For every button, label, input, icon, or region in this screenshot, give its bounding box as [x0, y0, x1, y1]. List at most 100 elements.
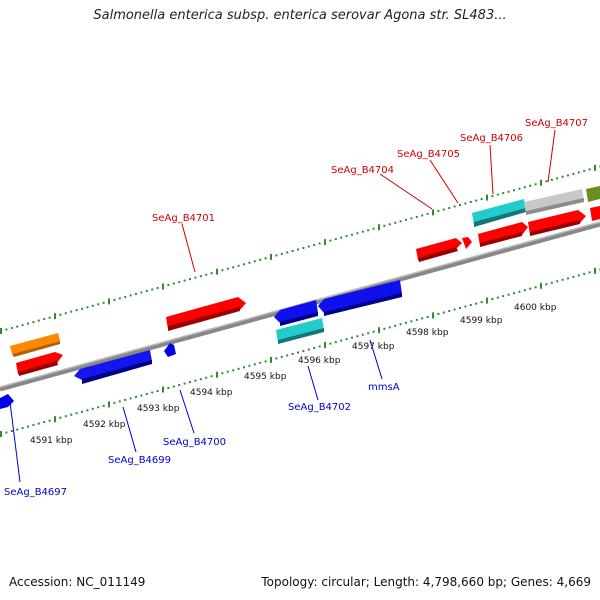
- tick-mark: [469, 201, 472, 203]
- tick-mark: [270, 253, 272, 260]
- tick-mark: [194, 276, 197, 279]
- gene-reverse[interactable]: [318, 280, 402, 313]
- tick-mark: [324, 342, 326, 349]
- tick-mark: [248, 364, 251, 367]
- tick-mark: [291, 250, 294, 252]
- gene-shade: [18, 361, 58, 376]
- tick-mark: [226, 370, 229, 373]
- tick-mark: [529, 287, 532, 290]
- tick-mark: [556, 280, 559, 283]
- gene-label-seag-b4705[interactable]: SeAg_B4705: [397, 149, 460, 160]
- tick-mark: [469, 304, 472, 306]
- gene-olive[interactable]: [586, 186, 600, 202]
- gene-forward[interactable]: [590, 206, 600, 221]
- tick-mark: [5, 431, 8, 434]
- tick-mark: [540, 282, 542, 289]
- leader-line: [489, 144, 494, 195]
- gene-shade: [278, 328, 324, 344]
- tick-mark: [475, 199, 478, 202]
- tick-mark: [491, 195, 494, 198]
- tick-mark: [75, 309, 78, 312]
- tick-mark: [464, 202, 467, 205]
- tick-mark: [243, 263, 245, 266]
- gene-orange[interactable]: [10, 333, 60, 354]
- tick-mark: [459, 204, 461, 206]
- tick-mark: [345, 235, 348, 238]
- tick-mark: [534, 183, 537, 186]
- tick-mark: [253, 363, 256, 366]
- scale-label-4598: 4598 kbp: [406, 328, 449, 338]
- tick-mark: [135, 395, 137, 398]
- tick-mark: [453, 205, 456, 208]
- leader-line: [9, 401, 21, 483]
- gene-forward[interactable]: [16, 352, 63, 374]
- tick-mark: [496, 193, 499, 196]
- tick-mark: [291, 353, 294, 355]
- tick-mark: [486, 194, 488, 201]
- tick-mark: [21, 427, 24, 430]
- tick-mark: [313, 347, 316, 349]
- tick-mark: [448, 310, 451, 312]
- gene-label-seag-b4707[interactable]: SeAg_B4707: [525, 118, 588, 129]
- gene-forward[interactable]: [462, 237, 472, 249]
- gene-forward[interactable]: [478, 222, 528, 246]
- tick-mark: [16, 325, 19, 328]
- tick-mark: [572, 275, 575, 278]
- tick-mark: [21, 324, 24, 327]
- gene-label-mmsa[interactable]: mmsA: [368, 382, 400, 393]
- gene-shade: [168, 307, 240, 331]
- gene-reverse[interactable]: [274, 300, 318, 323]
- gene-reverse[interactable]: [164, 343, 176, 357]
- tick-mark: [513, 292, 515, 295]
- tick-mark: [507, 190, 510, 193]
- gene-label-seag-b4697[interactable]: SeAg_B4697: [4, 487, 67, 498]
- tick-mark: [243, 366, 245, 369]
- tick-mark: [32, 424, 35, 427]
- tick-mark: [140, 291, 143, 294]
- tick-mark: [216, 371, 218, 378]
- tick-mark: [340, 236, 343, 239]
- tick-mark: [221, 269, 224, 272]
- gene-reverse[interactable]: [74, 350, 152, 380]
- tick-mark: [167, 387, 170, 389]
- tick-tracks: [0, 164, 600, 437]
- tick-mark: [162, 283, 164, 290]
- tick-mark: [432, 209, 434, 216]
- gene-forward[interactable]: [166, 297, 246, 329]
- tick-mark: [27, 425, 29, 428]
- gene-label-seag-b4699[interactable]: SeAg_B4699: [108, 455, 171, 466]
- tick-mark: [108, 401, 110, 408]
- gene-cyan[interactable]: [276, 318, 324, 342]
- gene-cyan[interactable]: [472, 199, 526, 225]
- tick-mark: [189, 381, 191, 384]
- tick-mark: [264, 257, 267, 260]
- tick-mark: [577, 274, 580, 277]
- tick-mark: [577, 171, 580, 174]
- scale-label-4600: 4600 kbp: [514, 303, 557, 313]
- gene-forward[interactable]: [528, 210, 586, 235]
- gene-reverse[interactable]: [0, 394, 14, 409]
- gene-label-seag-b4706[interactable]: SeAg_B4706: [460, 133, 523, 144]
- tick-mark: [156, 390, 159, 392]
- scale-label-4593: 4593 kbp: [137, 404, 180, 414]
- tick-mark: [356, 335, 359, 338]
- tick-mark: [172, 385, 175, 388]
- tick-mark: [75, 412, 78, 415]
- tick-mark: [367, 332, 370, 335]
- tick-mark: [97, 406, 100, 409]
- tick-mark: [210, 375, 213, 378]
- tick-mark: [124, 398, 127, 401]
- tick-mark: [64, 312, 67, 315]
- gene-label-seag-b4701[interactable]: SeAg_B4701: [152, 213, 215, 224]
- gene-label-seag-b4704[interactable]: SeAg_B4704: [331, 165, 394, 176]
- tick-mark: [216, 268, 218, 275]
- gene-label-seag-b4700[interactable]: SeAg_B4700: [163, 437, 226, 448]
- gene-forward[interactable]: [416, 238, 462, 260]
- tick-mark: [307, 348, 310, 351]
- tick-mark: [550, 281, 553, 284]
- gene-gray[interactable]: [524, 189, 584, 214]
- tick-mark: [205, 273, 208, 276]
- tick-mark: [145, 290, 148, 292]
- tick-mark: [86, 409, 89, 412]
- gene-label-seag-b4702[interactable]: SeAg_B4702: [288, 402, 351, 413]
